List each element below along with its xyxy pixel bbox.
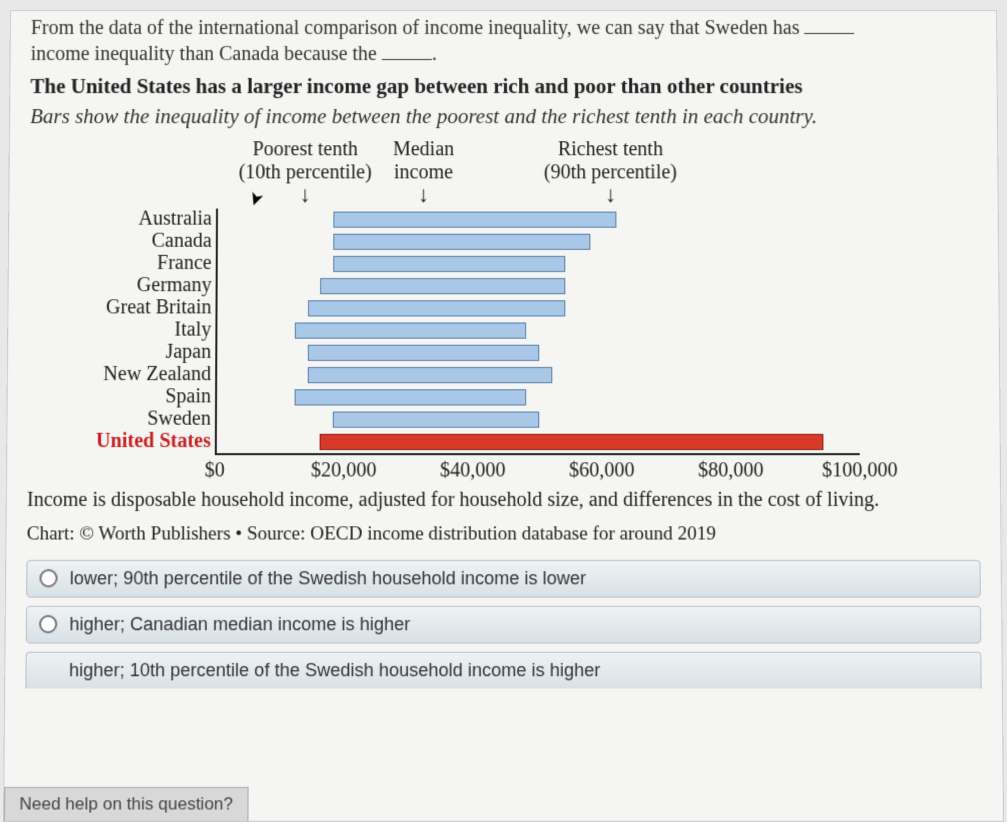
x-tick-label: $40,000 [440, 459, 506, 482]
range-bar [333, 233, 590, 249]
stem-period: . [432, 43, 437, 65]
bar-row [218, 252, 859, 274]
range-bar [320, 278, 564, 294]
radio-icon [39, 615, 57, 633]
header-median-l1: Median [393, 138, 454, 160]
bar-row [217, 386, 859, 408]
country-label: France [29, 252, 216, 274]
header-poorest-l1: Poorest tenth [253, 138, 358, 160]
country-label: Australia [29, 208, 216, 230]
header-median-l2: income [394, 161, 453, 183]
bar-row [217, 430, 860, 452]
chart: Poorest tenth (10th percentile) ↓ Median… [27, 138, 980, 485]
arrow-down-icon: ↓ [300, 181, 311, 206]
bar-row [217, 319, 859, 341]
country-label: New Zealand [28, 363, 215, 385]
y-axis-labels: AustraliaCanadaFranceGermanyGreat Britai… [27, 208, 216, 455]
range-bar [294, 389, 526, 405]
country-label: Japan [28, 341, 215, 363]
country-label: Spain [28, 386, 215, 408]
header-richest-l1: Richest tenth [558, 138, 663, 160]
chart-area: AustraliaCanadaFranceGermanyGreat Britai… [27, 208, 979, 455]
x-tick-label: $80,000 [698, 459, 764, 482]
column-headers: Poorest tenth (10th percentile) ↓ Median… [29, 138, 977, 208]
header-poorest: Poorest tenth (10th percentile) ↓ [238, 138, 371, 207]
range-bar [295, 322, 527, 338]
country-label: Italy [28, 319, 215, 341]
plot-area [215, 208, 860, 455]
header-median: Median income ↓ [393, 138, 454, 207]
option-2[interactable]: higher; Canadian median income is higher [26, 605, 981, 643]
x-tick-label: $20,000 [311, 459, 377, 482]
option-3-label: higher; 10th percentile of the Swedish h… [69, 659, 600, 680]
header-richest: Richest tenth (90th percentile) ↓ [544, 138, 677, 207]
bar-row [218, 208, 858, 230]
bar-row [218, 275, 859, 297]
range-bar [320, 433, 823, 449]
x-tick-label: $0 [205, 459, 225, 482]
radio-icon [39, 569, 57, 587]
bar-row [217, 363, 859, 385]
range-bar [307, 366, 552, 382]
chart-title: The United States has a larger income ga… [30, 73, 976, 99]
arrow-down-icon: ↓ [605, 181, 616, 206]
bar-row [217, 341, 859, 363]
x-tick-label: $100,000 [822, 459, 898, 482]
country-label: Great Britain [28, 297, 215, 319]
stem-line-2: income inequality than Canada because th… [31, 43, 377, 65]
option-2-label: higher; Canadian median income is higher [69, 613, 410, 634]
chart-subtitle: Bars show the inequality of income betwe… [30, 103, 977, 129]
country-label: Germany [29, 275, 216, 297]
option-1-label: lower; 90th percentile of the Swedish ho… [70, 568, 586, 589]
header-richest-l2: (90th percentile) [544, 161, 677, 183]
question-page: From the data of the international compa… [3, 10, 1004, 822]
bar-row [218, 230, 859, 252]
chart-note: Income is disposable household income, a… [27, 487, 980, 512]
question-stem: From the data of the international compa… [31, 11, 977, 67]
x-tick-label: $60,000 [569, 459, 635, 482]
range-bar [308, 300, 565, 316]
bar-row [217, 297, 858, 319]
range-bar [333, 255, 564, 271]
blank-1 [805, 33, 855, 34]
range-bar [334, 211, 617, 227]
stem-line-1: From the data of the international compa… [31, 17, 800, 39]
country-label: United States [27, 430, 215, 452]
country-label: Sweden [28, 408, 215, 430]
blank-2 [382, 59, 432, 60]
option-1[interactable]: lower; 90th percentile of the Swedish ho… [26, 559, 981, 597]
arrow-down-icon: ↓ [418, 181, 429, 206]
chart-credit: Chart: © Worth Publishers • Source: OECD… [27, 523, 981, 545]
header-poorest-l2: (10th percentile) [239, 161, 372, 183]
country-label: Canada [29, 230, 216, 252]
answer-options: lower; 90th percentile of the Swedish ho… [25, 559, 981, 688]
range-bar [333, 411, 539, 427]
option-3[interactable]: higher; 10th percentile of the Swedish h… [25, 651, 981, 688]
x-axis: $0$20,000$40,000$60,000$80,000$100,000 [215, 455, 860, 485]
bar-row [217, 408, 860, 430]
range-bar [307, 344, 539, 360]
need-help-button[interactable]: Need help on this question? [4, 787, 248, 821]
